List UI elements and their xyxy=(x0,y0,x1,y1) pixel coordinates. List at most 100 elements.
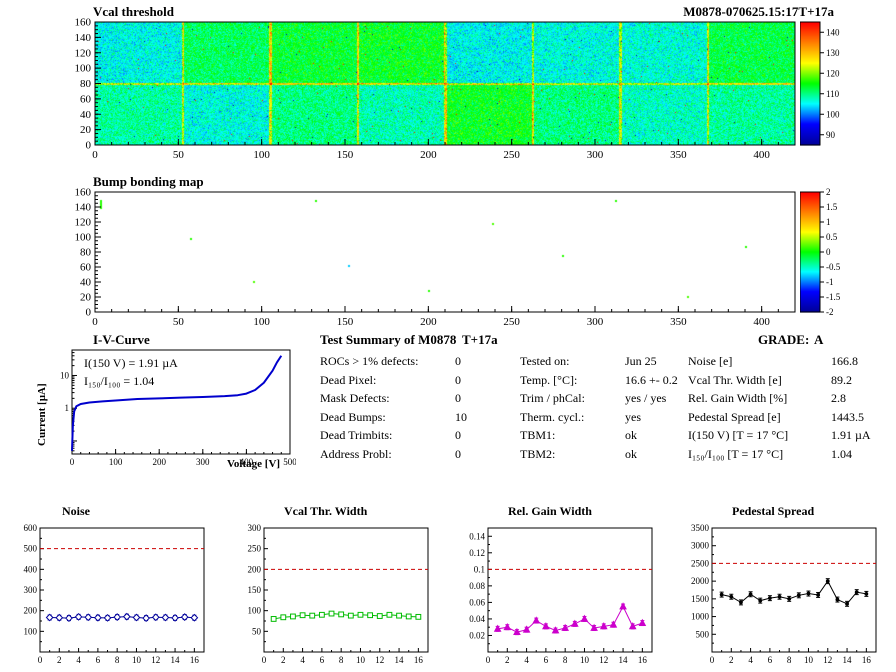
summary-row: Therm. cycl.: yes xyxy=(520,409,690,428)
svg-text:6: 6 xyxy=(96,655,101,665)
svg-text:2: 2 xyxy=(729,655,734,665)
svg-text:100: 100 xyxy=(826,109,840,119)
svg-text:400: 400 xyxy=(240,457,254,467)
svg-text:300: 300 xyxy=(24,585,38,595)
svg-text:6: 6 xyxy=(768,655,773,665)
svg-text:100: 100 xyxy=(253,149,270,161)
svg-text:400: 400 xyxy=(753,316,770,328)
svg-text:50: 50 xyxy=(173,149,185,161)
iv-ratio-annotation: I₁₅₀/I₁₀₀ = 1.04 xyxy=(84,374,155,388)
bump-bonding-axes: 0 50 100 150 200 250 300 350 4000204060801001201… xyxy=(75,187,796,328)
svg-text:200: 200 xyxy=(24,606,38,616)
pedestal-plot-title: Pedestal Spread xyxy=(732,504,815,518)
svg-text:120: 120 xyxy=(75,47,92,59)
svg-text:250: 250 xyxy=(248,544,262,554)
svg-text:8: 8 xyxy=(563,655,568,665)
summary-label: I(150 V) [T = 17 °C] xyxy=(688,428,789,442)
svg-text:0: 0 xyxy=(86,140,92,152)
summary-value: 16.6 +- 0.2 xyxy=(625,372,678,387)
vcal-width-plot: 0 2 4 6 8 10 12 14 16 50 100 150 200 250 300 xyxy=(248,523,429,665)
svg-text:1500: 1500 xyxy=(691,594,710,604)
summary-column-defects: ROCs > 1% defects: 0 Dead Pixel: 0 Mask Defe… xyxy=(320,353,512,464)
svg-text:600: 600 xyxy=(24,523,38,533)
summary-row: Trim / phCal: yes / yes xyxy=(520,390,690,409)
svg-text:2500: 2500 xyxy=(691,558,710,568)
svg-text:14: 14 xyxy=(843,655,853,665)
summary-value: 0 xyxy=(455,428,461,442)
summary-value: 2.8 xyxy=(831,391,846,405)
summary-row: Dead Pixel: 0 xyxy=(320,372,512,391)
svg-text:300: 300 xyxy=(196,457,210,467)
svg-text:12: 12 xyxy=(375,655,384,665)
summary-value: 0 xyxy=(455,446,461,461)
svg-text:40: 40 xyxy=(80,109,92,121)
summary-label: Tested on: xyxy=(520,354,570,368)
svg-text:100: 100 xyxy=(24,626,38,636)
svg-text:16: 16 xyxy=(862,655,872,665)
summary-value: 166.8 xyxy=(831,354,858,368)
summary-label: Pedestal Spread [e] xyxy=(688,409,781,424)
svg-text:10: 10 xyxy=(804,655,814,665)
summary-column-results: Noise [e] 166.8 Vcal Thr. Width [e] 89.2 Rel… xyxy=(688,353,893,464)
svg-text:130: 130 xyxy=(826,48,840,58)
summary-value: ok xyxy=(625,446,637,461)
svg-text:400: 400 xyxy=(24,564,38,574)
svg-text:200: 200 xyxy=(420,316,437,328)
summary-row: Noise [e] 166.8 xyxy=(688,353,893,372)
summary-label: Dead Trimbits: xyxy=(320,428,393,442)
svg-text:14: 14 xyxy=(619,655,629,665)
summary-row: Mask Defects: 0 xyxy=(320,390,512,409)
svg-text:0.1: 0.1 xyxy=(474,564,485,574)
svg-text:100: 100 xyxy=(75,232,92,244)
svg-text:120: 120 xyxy=(75,217,92,229)
summary-row: Dead Trimbits: 0 xyxy=(320,427,512,446)
svg-text:12: 12 xyxy=(151,655,160,665)
svg-text:10: 10 xyxy=(356,655,366,665)
svg-text:120: 120 xyxy=(826,68,840,78)
svg-text:0: 0 xyxy=(262,655,267,665)
vcal-threshold-title: Vcal threshold xyxy=(93,4,175,19)
grade-label: GRADE: xyxy=(758,332,810,347)
noise-plot: 0 2 4 6 8 10 12 14 16 100 200 300 400 500 600 xyxy=(24,523,205,665)
summary-label: Address Probl: xyxy=(320,446,392,461)
svg-text:0: 0 xyxy=(710,655,715,665)
svg-text:160: 160 xyxy=(75,17,92,29)
svg-text:300: 300 xyxy=(248,523,262,533)
summary-value: Jun 25 xyxy=(625,354,657,368)
summary-value: 1.04 xyxy=(831,446,852,461)
iv-current-annotation: I(150 V) = 1.91 µA xyxy=(84,356,178,370)
svg-text:140: 140 xyxy=(75,202,92,214)
iv-x-axis-label: Voltage [V] xyxy=(227,458,281,470)
svg-text:12: 12 xyxy=(599,655,608,665)
svg-text:300: 300 xyxy=(587,149,604,161)
summary-row: Vcal Thr. Width [e] 89.2 xyxy=(688,372,893,391)
summary-value: yes / yes xyxy=(625,391,667,405)
summary-value: 0 xyxy=(455,354,461,368)
svg-text:250: 250 xyxy=(503,316,520,328)
summary-label: Temp. [°C]: xyxy=(520,372,578,387)
summary-row: I₁₅₀/I₁₀₀ [T = 17 °C] 1.04 xyxy=(688,446,893,465)
svg-text:50: 50 xyxy=(173,316,185,328)
svg-text:0: 0 xyxy=(486,655,491,665)
svg-text:160: 160 xyxy=(75,187,92,199)
svg-text:350: 350 xyxy=(670,149,687,161)
iv-y-axis-label: Current [µA] xyxy=(36,383,48,446)
svg-text:16: 16 xyxy=(190,655,200,665)
svg-text:60: 60 xyxy=(80,93,92,105)
svg-text:16: 16 xyxy=(414,655,424,665)
summary-value: yes xyxy=(625,409,641,424)
summary-heading: Test Summary of M0878 xyxy=(320,332,457,347)
svg-text:0: 0 xyxy=(92,316,98,328)
svg-text:10: 10 xyxy=(60,370,70,380)
summary-value: 1443.5 xyxy=(831,409,864,424)
module-id-label: M0878-070625.15:17T+17a xyxy=(683,4,834,19)
svg-text:0.5: 0.5 xyxy=(826,232,838,242)
svg-text:8: 8 xyxy=(787,655,792,665)
svg-text:80: 80 xyxy=(80,247,92,259)
summary-value: ok xyxy=(625,428,637,442)
svg-text:2: 2 xyxy=(826,188,831,197)
gain-width-plot: 0 2 4 6 8 10 12 14 16 0.02 0.04 0.06 0.08 0.1 0.12 0.14 xyxy=(469,527,653,665)
svg-text:400: 400 xyxy=(753,149,770,161)
summary-row: Rel. Gain Width [%] 2.8 xyxy=(688,390,893,409)
pedestal-plot: 0 2 4 6 8 10 12 14 16 500 1000 1500 2000 2500 3000 3500 xyxy=(691,523,877,665)
